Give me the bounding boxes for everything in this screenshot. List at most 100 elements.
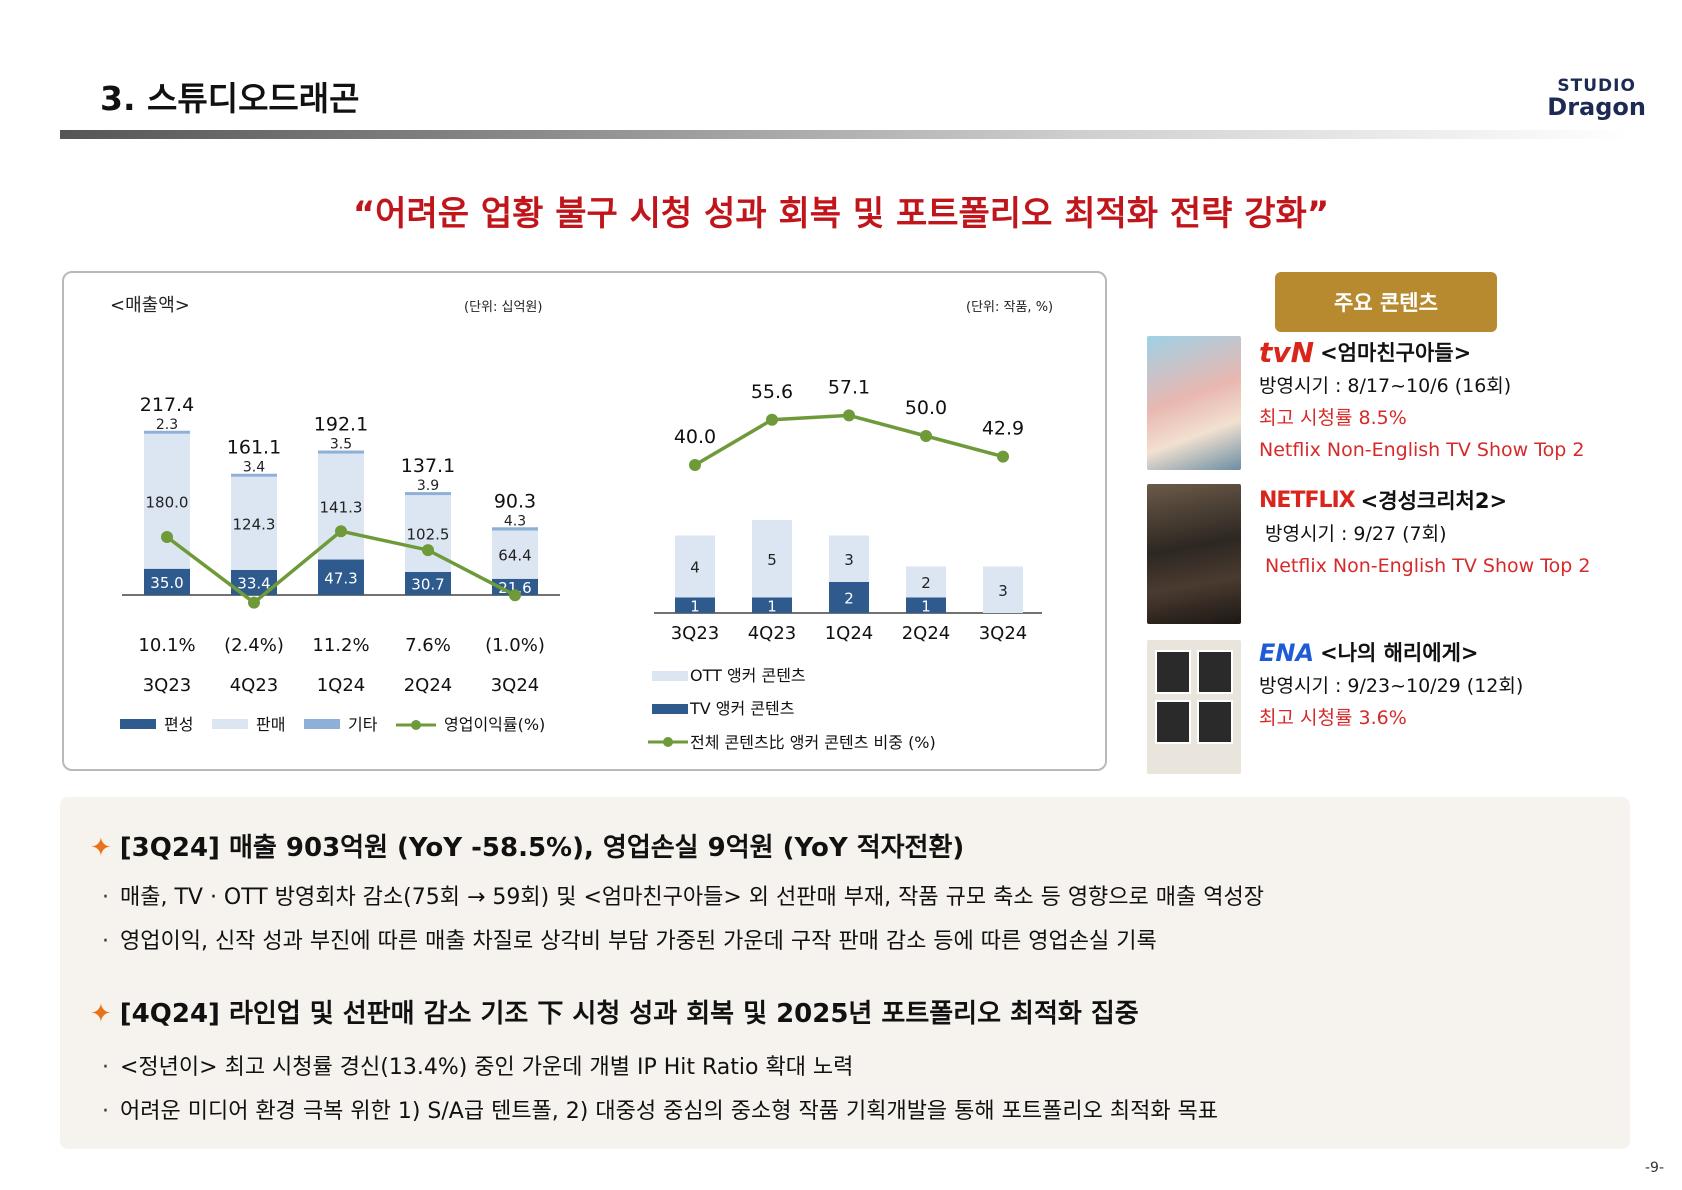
legend-swatch-ott [652,671,688,681]
legend-swatch-margin-dot [411,720,421,730]
orange-sparkle-icon: ✦ [90,999,112,1029]
data-label-sales: 180.0 [146,493,189,511]
orange-sparkle-icon: ✦ [90,833,112,863]
logo-line-2: Dragon [1547,93,1646,121]
studio-dragon-logo: STUDIO Dragon [1547,76,1646,121]
content-period: 방영시기 : 9/27 (7회) [1265,523,1447,545]
summary-heading-4q24: ✦ [4Q24] 라인업 및 선판매 감소 기조 下 시청 성과 회복 및 202… [90,993,1139,1030]
data-label-sales: 141.3 [320,499,363,517]
tvn-logo: tvN [1259,336,1315,369]
content-title: <엄마친구아들> [1320,341,1472,365]
data-label-tv: 2 [844,590,854,608]
bar-ott-anchor [983,566,1023,613]
legend-swatch-tv [652,704,688,714]
content-note: Netflix Non-English TV Show Top 2 [1259,439,1585,461]
margin-point [509,589,521,602]
margin-point [248,596,260,609]
summary-heading-text: [4Q24] 라인업 및 선판매 감소 기조 下 시청 성과 회복 및 2025… [119,999,1139,1029]
content-rating: 최고 시청률 8.5% [1259,407,1407,429]
anchor-ratio-point [843,409,855,422]
page-number: -9- [1644,1160,1664,1176]
data-label-sales: 102.5 [407,526,450,544]
bar-ott-anchor [675,535,715,598]
data-label-other: 3.4 [243,460,265,476]
x-tick-label: 3Q23 [143,675,192,696]
bar-tv-anchor [752,597,792,613]
summary-bullet: · 영업이익, 신작 성과 부진에 따른 매출 차질로 상각비 부담 가중된 가운… [102,923,1157,955]
margin-label: 7.6% [405,635,451,656]
legend-label: TV 앵커 콘텐츠 [689,699,795,718]
summary-bullet-text: 어려운 미디어 환경 극복 위한 1) S/A급 텐트폴, 2) 대중성 중심의… [120,1099,1219,1124]
bar-sales [144,433,190,569]
data-label-ott: 2 [921,574,931,592]
data-label-ott: 5 [767,551,777,569]
netflix-logo: NETFLIX [1259,488,1356,513]
total-label: 161.1 [227,437,281,459]
total-label: 90.3 [494,490,536,512]
bar-tv-anchor [906,597,946,613]
data-label-tv: 1 [921,597,931,615]
anchor-ratio-label: 40.0 [674,426,716,448]
x-tick-label: 1Q24 [317,675,366,696]
margin-label: (1.0%) [485,635,545,656]
bullet-glyph: · [102,1099,109,1124]
data-label-other: 3.9 [417,478,439,494]
data-label-tv: 1 [767,597,777,615]
data-label-broadcast: 47.3 [324,569,357,587]
data-label-other: 4.3 [504,513,526,529]
data-label-broadcast: 30.7 [411,575,444,593]
anchor-ratio-label: 57.1 [828,376,870,398]
bar-tv-anchor [675,597,715,613]
content-title: <경성크리처2> [1360,489,1508,513]
bullet-glyph: · [102,1055,109,1080]
chart-unit-label: (단위: 십억원) [464,300,542,315]
logo-line-1: STUDIO [1557,76,1636,96]
chart-title: <매출액> [110,295,190,316]
anchor-ratio-line [694,413,1004,467]
bar-broadcast [405,571,451,595]
poster-image [1147,336,1241,470]
x-tick-label: 4Q23 [748,623,797,644]
anchor-ratio-label: 55.6 [751,381,793,403]
summary-bullet-text: 매출, TV · OTT 방영회차 감소(75회 → 59회) 및 <엄마친구아… [120,885,1264,910]
legend-label: 판매 [256,715,285,734]
headline: “어려운 업황 불구 시청 성과 회복 및 포트폴리오 최적화 전략 강화” [352,194,1330,234]
anchor-ratio-label: 50.0 [905,397,947,419]
summary-bullet-text: 영업이익, 신작 성과 부진에 따른 매출 차질로 상각비 부담 가중된 가운데… [120,929,1157,954]
legend-label: 편성 [164,715,193,734]
bar-other [492,527,538,531]
anchor-ratio-point [689,459,701,471]
margin-point [161,530,173,543]
margin-point [335,525,347,538]
data-label-ott: 3 [844,551,854,569]
charts-panel: <매출액> (단위: 십억원) 35.0 180.0 2.3 217.4 10.1% 3Q23… [62,271,1107,771]
poster-image [1147,484,1241,624]
total-label: 217.4 [140,394,194,416]
data-label-tv: 1 [690,597,700,615]
legend-swatch-other [304,719,340,729]
bar-broadcast [144,568,190,595]
margin-label: 10.1% [138,635,195,656]
x-tick-label: 3Q24 [491,675,540,696]
bar-other [144,430,190,434]
ena-logo: ENA [1259,639,1315,667]
data-label-broadcast: 35.0 [150,574,183,592]
summary-heading-text: [3Q24] 매출 903억원 (YoY -58.5%), 영업손실 9억원 (… [119,833,965,863]
bar-other [405,492,451,496]
anchor-ratio-point [766,413,778,426]
legend-label: 전체 콘텐츠比 앵커 콘텐츠 비중 (%) [690,733,936,752]
legend-swatch-ratio-dot [663,737,673,747]
poster-image [1147,640,1241,774]
anchor-ratio-point [997,450,1009,463]
header-divider-bar [60,130,1630,139]
total-label: 192.1 [314,414,368,436]
bar-tv-anchor [829,582,869,613]
anchor-ratio-point [920,430,932,442]
bar-sales [231,476,277,570]
summary-bullet-text: <정년이> 최고 시청률 경신(13.4%) 중인 가운데 개별 IP Hit … [120,1055,854,1080]
bar-other [318,450,364,454]
bar-other [231,473,277,477]
summary-bullet: · 어려운 미디어 환경 극복 위한 1) S/A급 텐트폴, 2) 대중성 중심… [102,1093,1218,1125]
x-tick-label: 2Q24 [902,623,951,644]
